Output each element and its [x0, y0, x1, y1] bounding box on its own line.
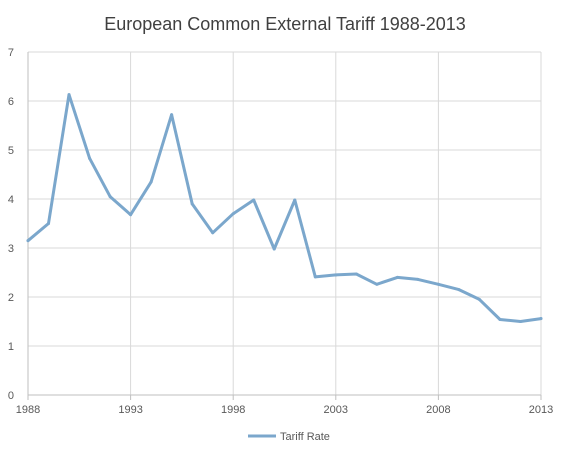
data-point: [313, 275, 317, 279]
data-point: [170, 113, 174, 117]
x-tick-label: 1998: [221, 404, 245, 416]
chart-title: European Common External Tariff 1988-201…: [104, 14, 466, 34]
data-point: [231, 212, 235, 216]
legend-label-tariff-rate: Tariff Rate: [280, 431, 330, 443]
y-tick-label: 0: [8, 390, 14, 402]
x-tick-label: 1988: [16, 404, 40, 416]
data-point: [457, 288, 461, 292]
x-tick-label: 2003: [324, 404, 348, 416]
legend: Tariff Rate: [248, 431, 330, 443]
data-point: [436, 282, 440, 286]
y-tick-label: 6: [8, 96, 14, 108]
data-point: [354, 272, 358, 276]
data-point: [293, 198, 297, 202]
x-tick-label: 2013: [529, 404, 553, 416]
series-line-tariff-rate: [26, 93, 543, 323]
data-point: [47, 222, 51, 225]
gridlines: [28, 51, 542, 395]
data-point: [26, 239, 30, 243]
y-tick-label: 2: [8, 292, 14, 304]
data-point: [149, 180, 153, 184]
y-tick-label: 7: [8, 47, 14, 59]
data-point: [67, 93, 71, 97]
series-layer: [26, 93, 543, 323]
data-point: [375, 282, 379, 286]
data-point: [129, 213, 133, 217]
data-point: [211, 231, 215, 235]
data-point: [539, 317, 543, 321]
y-tick-label: 5: [8, 145, 14, 157]
axes: 0 1 2 3 4 5 6 7 1988 1993 1998 2003 2008 2013: [8, 47, 553, 416]
y-tick-label: 1: [8, 341, 14, 353]
data-point: [252, 198, 256, 202]
x-tick-label: 1993: [118, 404, 142, 416]
data-point: [334, 273, 338, 277]
y-tick-label: 4: [8, 194, 14, 206]
data-point: [190, 202, 194, 206]
data-point: [518, 320, 522, 323]
data-point: [108, 195, 112, 199]
data-point: [477, 297, 481, 301]
data-point: [416, 277, 420, 281]
x-tick-label: 2008: [426, 404, 450, 416]
y-tick-label: 3: [8, 243, 14, 255]
data-point: [498, 318, 502, 322]
data-point: [395, 275, 399, 279]
data-point: [272, 247, 276, 251]
data-point: [88, 156, 92, 160]
